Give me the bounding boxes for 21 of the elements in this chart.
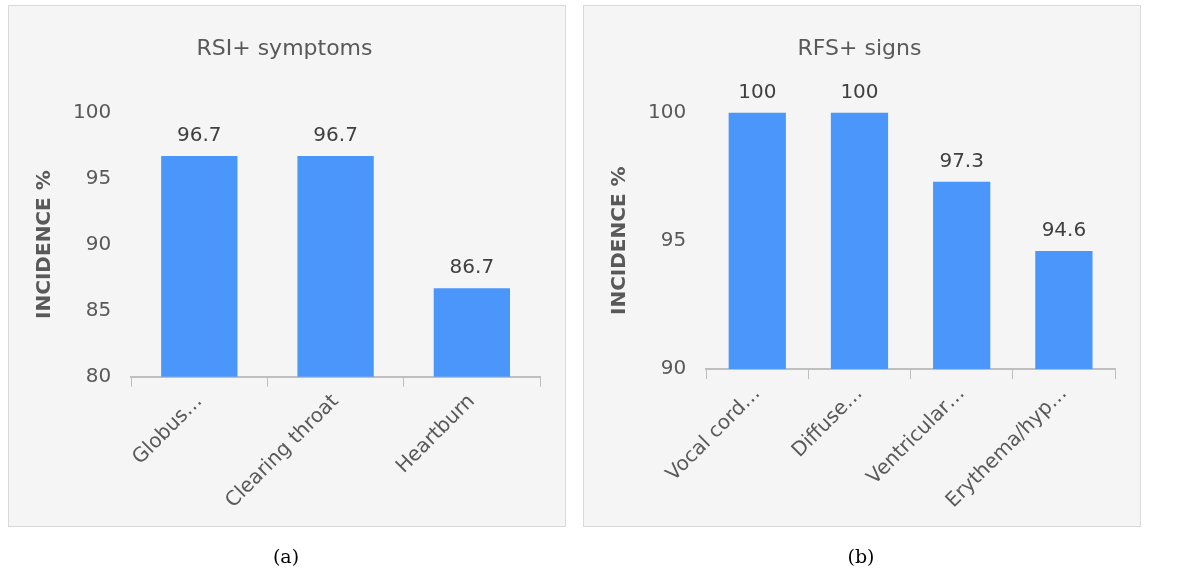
y-axis-title: INCIDENCE % <box>606 166 631 316</box>
data-label: 100 <box>738 78 777 103</box>
y-tick-label: 90 <box>85 230 112 255</box>
text: (b) <box>846 545 876 567</box>
y-tick-label: 100 <box>72 98 112 123</box>
data-label: 97.3 <box>939 147 984 172</box>
data-label: 100 <box>840 78 879 103</box>
y-tick-label: 95 <box>660 226 687 251</box>
text: (a) <box>271 545 301 567</box>
y-tick-label: 100 <box>647 98 687 123</box>
data-label: 94.6 <box>1041 217 1087 242</box>
data-label: 96.7 <box>177 122 222 147</box>
data-label: 86.7 <box>449 254 495 279</box>
y-tick-label: 80 <box>85 363 112 388</box>
y-axis-title: INCIDENCE % <box>31 170 56 319</box>
y-tick-label: 90 <box>660 355 687 380</box>
chart-title: RSI+ symptoms <box>196 34 373 60</box>
y-tick-label: 85 <box>85 296 112 321</box>
data-label: 96.7 <box>313 122 358 147</box>
chart-title: RFS+ signs <box>797 34 922 60</box>
y-tick-label: 95 <box>85 164 112 189</box>
